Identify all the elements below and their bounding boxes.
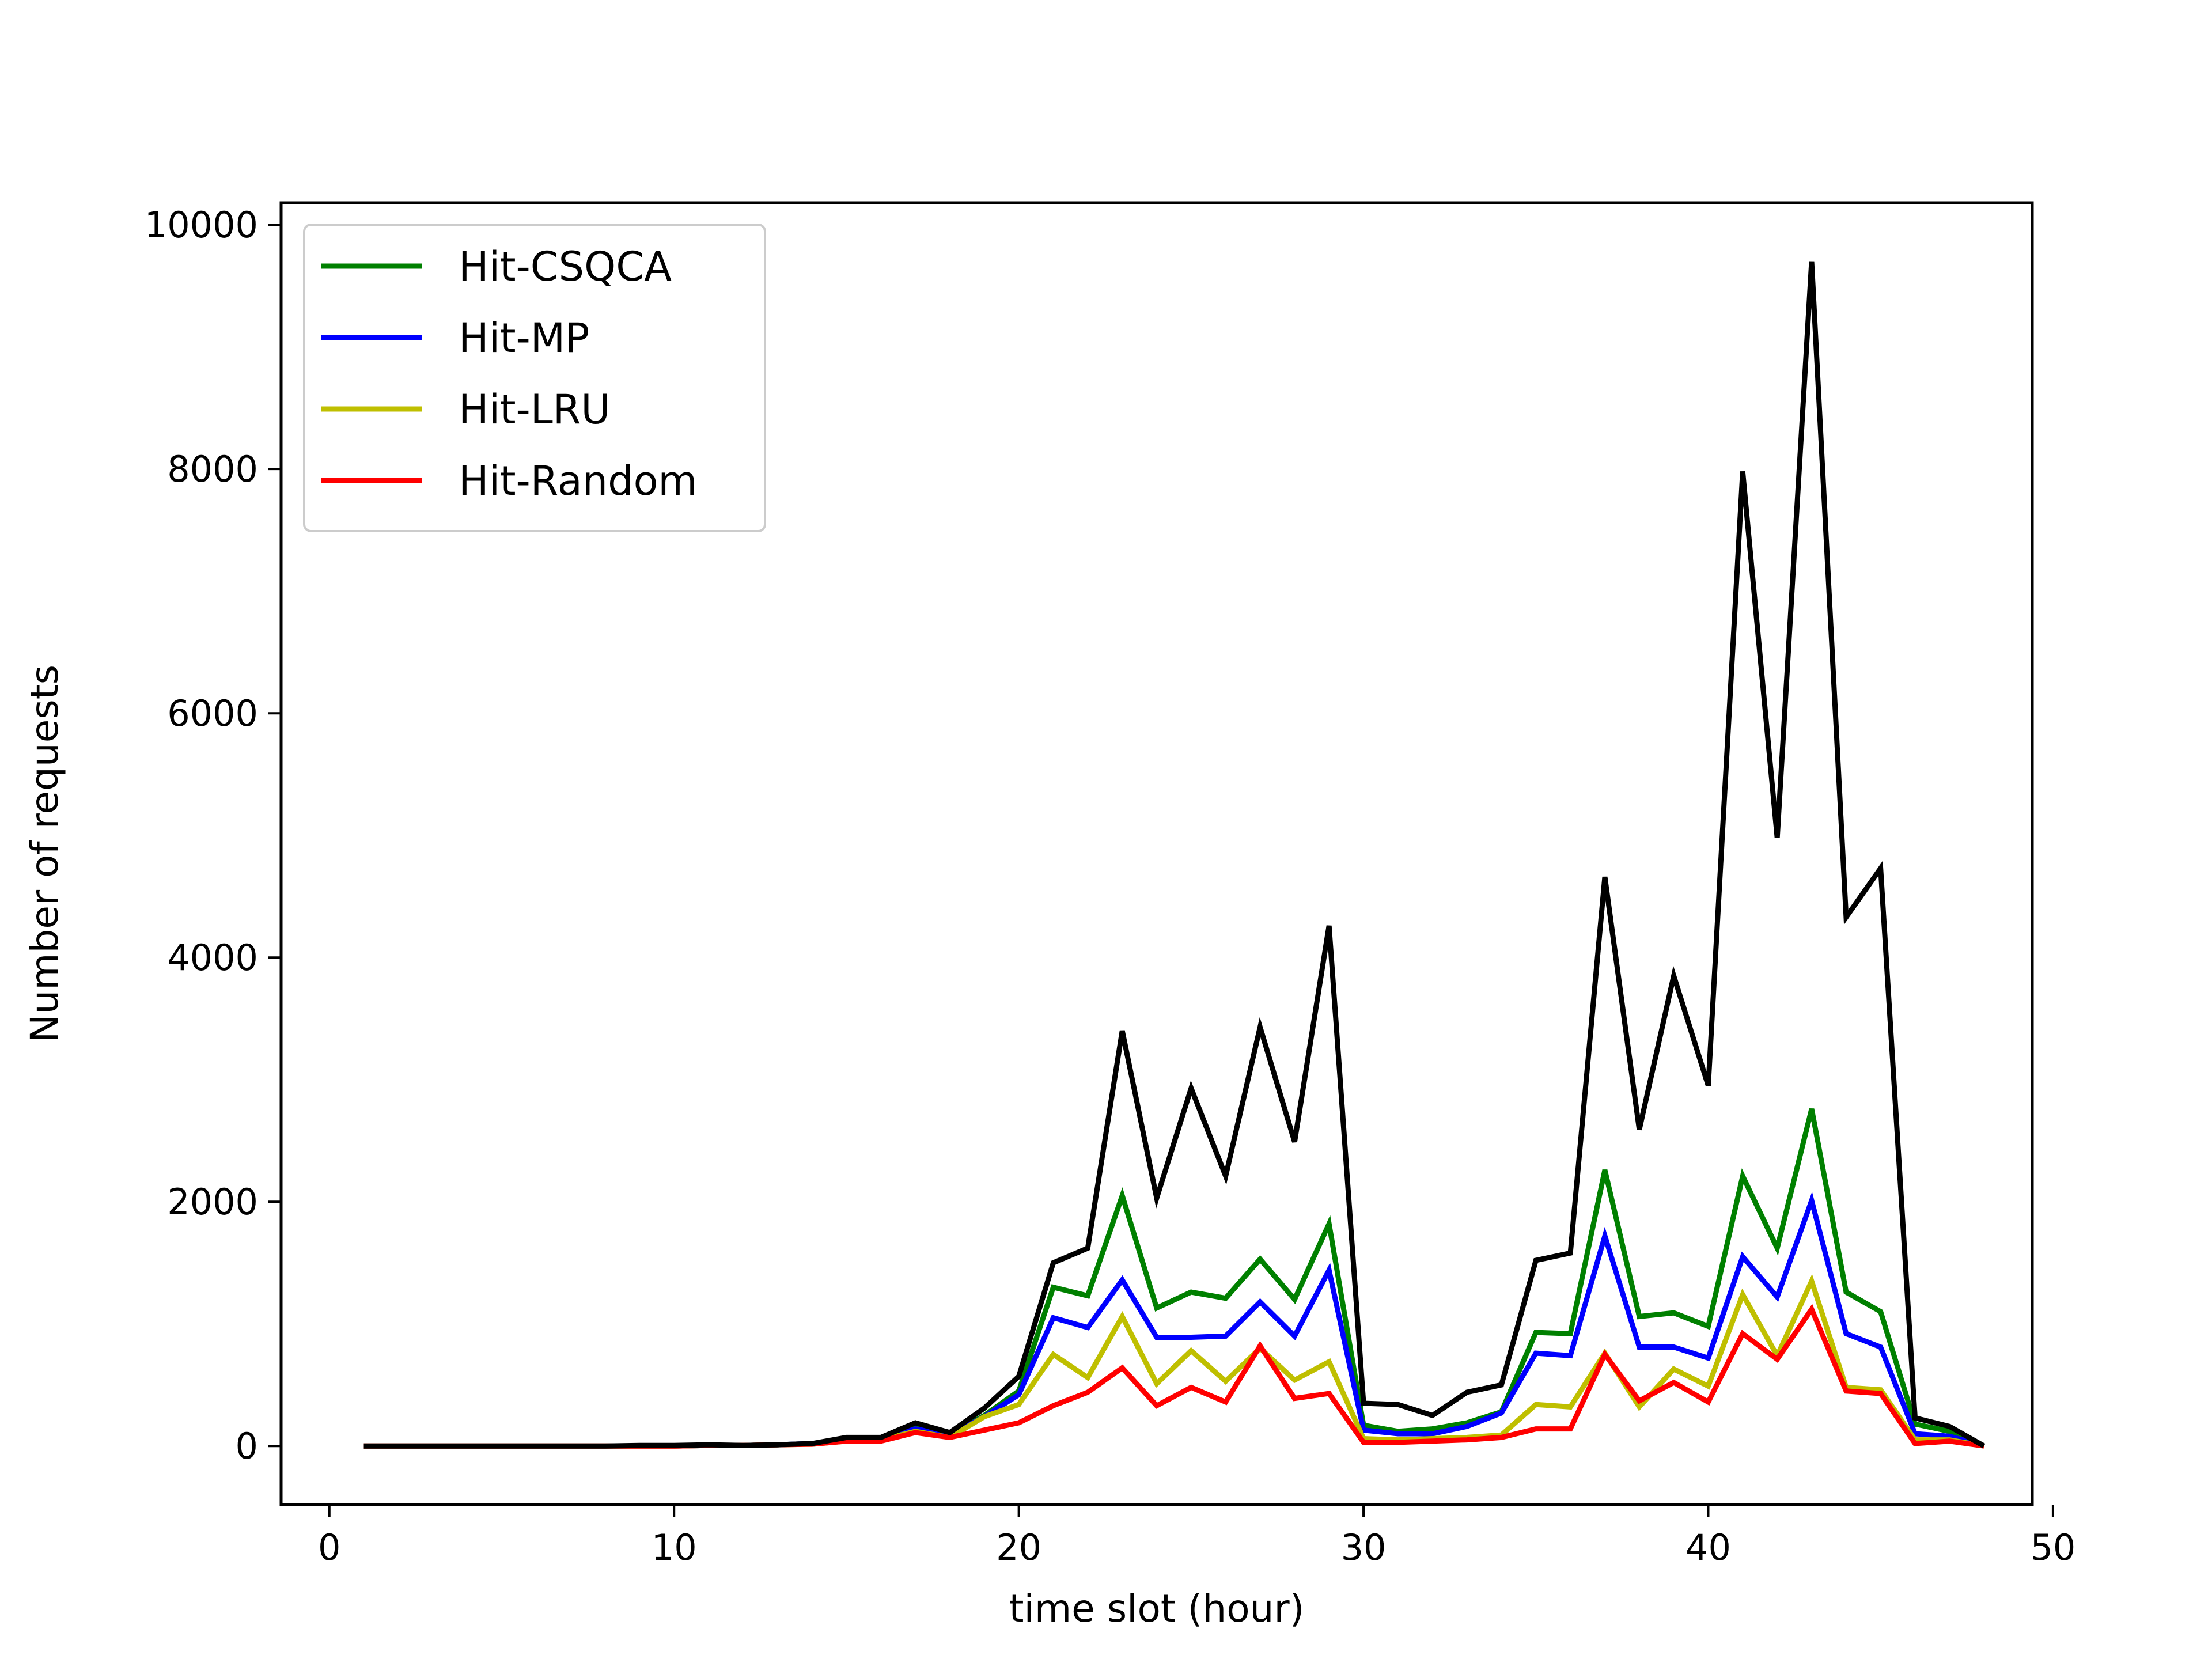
y-tick-label: 6000 [167,692,258,734]
legend: Hit-CSQCA Hit-MP Hit-LRU Hit-Random [303,224,766,532]
series-line-1 [363,1191,1985,1449]
y-axis-label: Number of requests [22,665,67,1043]
x-tick-label: 50 [2030,1527,2075,1569]
x-tick-label: 20 [996,1527,1041,1569]
legend-entry-label: Hit-Random [459,457,698,505]
series-line-4 [363,261,1986,1449]
legend-entry-label: Hit-LRU [459,386,611,433]
x-tick-label: 40 [1685,1527,1731,1569]
x-tick-label: 30 [1341,1527,1387,1569]
x-axis-label: time slot (hour) [1009,1586,1305,1631]
y-tick-label: 0 [236,1425,258,1467]
y-tick-label: 10000 [145,204,258,246]
y-tick-label: 4000 [167,937,258,979]
legend-box [303,224,766,532]
plot-frame [279,201,2034,1506]
y-tick-label: 8000 [167,448,258,490]
series-layer [363,261,1986,1449]
axis-ticks: 0 10 20 30 40 50 0 2000 4000 6000 8000 10000 [145,204,2076,1569]
x-tick-label: 0 [318,1527,340,1569]
x-tick-label: 10 [652,1527,697,1569]
legend-entry-label: Hit-MP [459,315,589,362]
series-line-2 [363,1274,1984,1449]
y-tick-label: 2000 [167,1181,258,1223]
legend-entry-label: Hit-CSQCA [459,243,672,290]
series-line-3 [363,1304,1984,1449]
